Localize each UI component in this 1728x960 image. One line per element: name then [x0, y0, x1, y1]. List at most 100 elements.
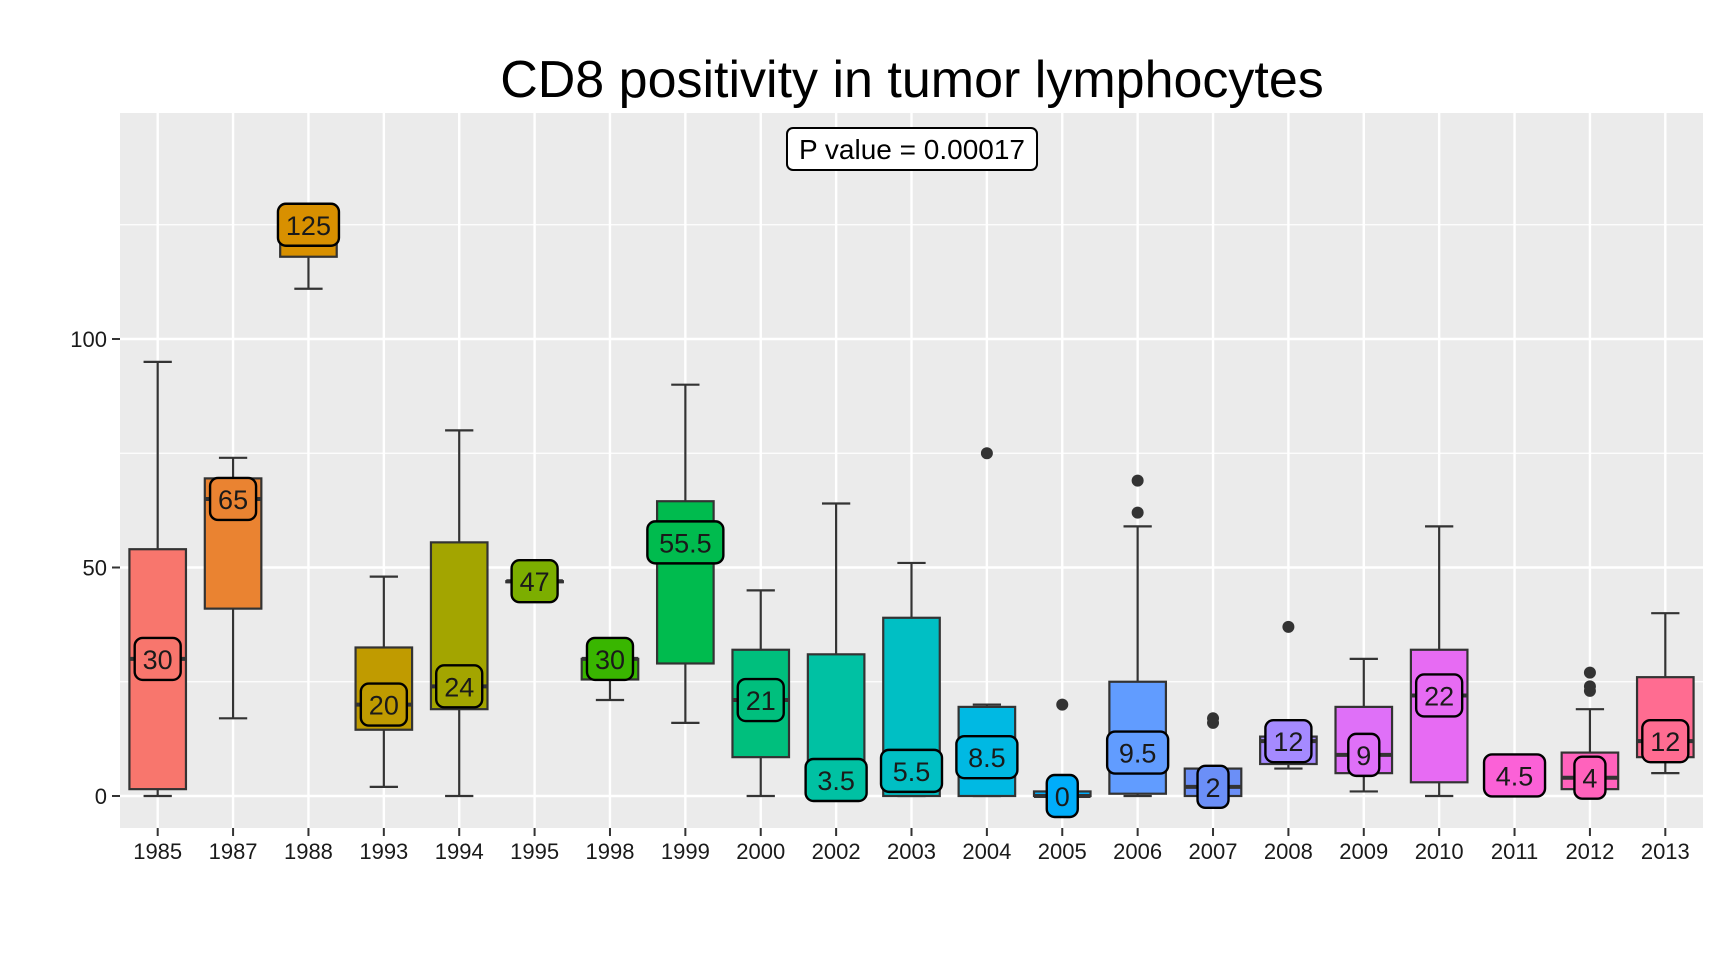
median-label-text: 24: [444, 672, 474, 702]
median-label-box: [879, 748, 944, 794]
median-label-1987: 65: [208, 476, 258, 522]
median-label-box: [1347, 732, 1381, 778]
median-label-2012: 4: [1573, 755, 1607, 800]
median-label-2004: 8.5: [955, 734, 1019, 780]
median-label-text: 3.5: [817, 766, 855, 796]
median-label-text: 12: [1650, 727, 1680, 757]
median-label-box: [955, 734, 1019, 780]
x-tick-label: 2003: [887, 839, 936, 864]
chart-title: CD8 positivity in tumor lymphocytes: [500, 51, 1324, 109]
median-label-box: [510, 559, 559, 604]
median-label-text: 8.5: [968, 743, 1006, 773]
x-tick-label: 2006: [1113, 839, 1162, 864]
median-label-box: [585, 636, 635, 682]
median-label-box: [1641, 718, 1690, 764]
median-label-text: 21: [746, 686, 776, 716]
median-label-text: 22: [1424, 681, 1454, 711]
median-label-2008: 12: [1264, 718, 1313, 764]
x-tick-label: 1995: [510, 839, 559, 864]
median-label-box: [1482, 753, 1547, 798]
median-label-text: 4: [1582, 764, 1597, 794]
median-label-box: [1414, 673, 1464, 718]
x-tick-label: 1993: [359, 839, 408, 864]
median-label-2006: 9.5: [1105, 730, 1170, 775]
median-label-text: 5.5: [893, 757, 931, 787]
outlier-point: [980, 447, 993, 460]
x-tick-label: 2007: [1189, 839, 1238, 864]
x-tick-label: 1985: [133, 839, 182, 864]
y-tick-label: 100: [70, 327, 107, 352]
median-label-text: 65: [218, 485, 248, 515]
outlier-point: [1583, 666, 1596, 679]
y-tick-label: 50: [83, 556, 107, 581]
median-labels: 30 65 125 20 24 47 30 55.5 21 3.5 5.5 8.5 0 9.5 2 12 9 22…: [133, 202, 1690, 819]
median-label-text: 4.5: [1496, 761, 1534, 791]
x-tick-label: 2002: [812, 839, 861, 864]
median-label-1995: 47: [510, 559, 559, 604]
x-tick-label: 2005: [1038, 839, 1087, 864]
median-label-box: [133, 636, 182, 682]
median-label-2011: 4.5: [1482, 753, 1547, 798]
median-label-box: [1573, 755, 1607, 800]
x-tick-label: 2000: [736, 839, 785, 864]
x-tick-label: 2009: [1339, 839, 1388, 864]
median-label-2005: 0: [1045, 773, 1079, 819]
median-label-box: [359, 682, 409, 727]
median-label-text: 20: [369, 691, 399, 721]
median-label-box: [435, 664, 484, 709]
median-label-1993: 20: [359, 682, 409, 727]
median-label-text: 47: [520, 567, 550, 597]
median-label-box: [1105, 730, 1170, 775]
median-label-2010: 22: [1414, 673, 1464, 718]
outlier-point: [1207, 712, 1220, 725]
annotation-text: P value = 0.00017: [799, 134, 1025, 165]
median-label-box: [646, 520, 725, 565]
median-label-box: [276, 202, 341, 247]
median-label-text: 2: [1206, 773, 1221, 803]
x-tick-label: 1999: [661, 839, 710, 864]
outlier-point: [1056, 698, 1069, 711]
median-label-2002: 3.5: [804, 757, 868, 803]
median-label-1985: 30: [133, 636, 182, 682]
median-label-2003: 5.5: [879, 748, 944, 794]
y-tick-label: 0: [95, 784, 107, 809]
x-tick-label: 2010: [1415, 839, 1464, 864]
median-label-1994: 24: [435, 664, 484, 709]
median-label-box: [736, 677, 785, 723]
x-tick-label: 1987: [209, 839, 258, 864]
median-label-text: 9.5: [1119, 739, 1157, 769]
median-label-box: [1264, 718, 1313, 764]
median-label-2007: 2: [1196, 764, 1230, 810]
median-label-2013: 12: [1641, 718, 1690, 764]
p-value-annotation: P value = 0.00017: [785, 127, 1039, 171]
x-tick-label: 1988: [284, 839, 333, 864]
median-label-text: 55.5: [659, 528, 712, 558]
median-label-text: 30: [595, 645, 625, 675]
x-tick-label: 2011: [1491, 839, 1538, 864]
median-label-text: 0: [1055, 782, 1070, 812]
outlier-point: [1131, 474, 1144, 487]
annotation-box: [785, 127, 1039, 171]
median-label-2000: 21: [736, 677, 785, 723]
median-label-1999: 55.5: [646, 520, 725, 565]
median-label-1998: 30: [585, 636, 635, 682]
x-tick-label: 2008: [1264, 839, 1313, 864]
x-tick-label: 1994: [435, 839, 484, 864]
median-label-text: 125: [286, 211, 331, 241]
median-label-box: [1045, 773, 1079, 819]
median-label-box: [804, 757, 868, 803]
median-label-text: 12: [1273, 727, 1303, 757]
x-tick-label: 2012: [1565, 839, 1614, 864]
median-label-text: 30: [143, 645, 173, 675]
x-tick-label: 2013: [1641, 839, 1690, 864]
median-label-box: [1196, 764, 1230, 810]
outlier-point: [1583, 680, 1596, 693]
x-tick-label: 2004: [962, 839, 1011, 864]
outlier-point: [1282, 620, 1295, 633]
median-label-1988: 125: [276, 202, 341, 247]
median-label-box: [208, 476, 258, 522]
median-label-text: 9: [1356, 741, 1371, 771]
